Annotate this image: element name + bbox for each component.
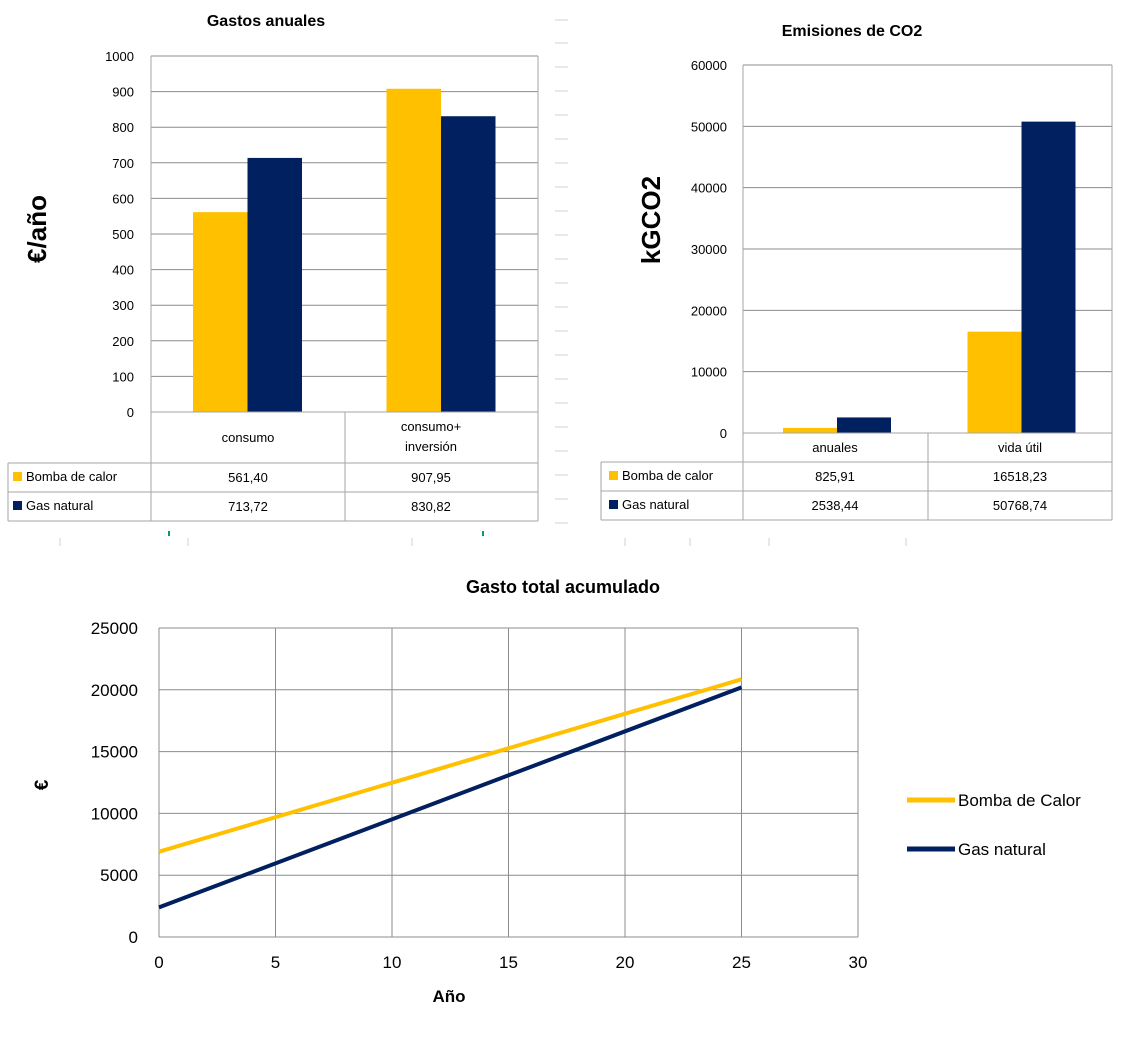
separator-dashes <box>59 19 907 546</box>
chart1-bar <box>247 157 302 412</box>
chart2-gridlines <box>742 64 1113 434</box>
chart1-legend-swatch-bomba <box>13 472 22 481</box>
chart3-gridlines <box>158 627 859 938</box>
chart3-x-axis-label: Año <box>432 987 465 1006</box>
chart3-title: Gasto total acumulado <box>466 577 660 597</box>
chart1-legend-swatch-gas <box>13 501 22 510</box>
chart1-y-tick-label: 800 <box>112 120 134 135</box>
chart3-x-tick-label: 30 <box>849 953 868 972</box>
chart3-series-lines <box>158 677 743 910</box>
chart2-y-axis-label: kGCO2 <box>636 176 666 264</box>
chart3-y-tick-label: 10000 <box>91 804 138 823</box>
chart1-bar <box>386 88 441 412</box>
chart1-bar <box>441 116 496 412</box>
chart1-value-cell: 713,72 <box>228 499 268 514</box>
chart3-y-tick-label: 5000 <box>100 866 138 885</box>
chart2-y-tick-label: 0 <box>720 426 727 441</box>
chart3-y-ticks: 25000 20000 15000 10000 5000 0 <box>91 619 138 947</box>
chart3-legend-label-bomba: Bomba de Calor <box>958 791 1081 810</box>
chart1-category-label: consumo <box>222 430 275 445</box>
chart2-value-cell: 16518,23 <box>993 469 1047 484</box>
chart1-y-tick-label: 500 <box>112 227 134 242</box>
chart3-x-tick-label: 5 <box>271 953 280 972</box>
chart2-value-cell: 2538,44 <box>812 498 859 513</box>
chart3-line-bomba <box>158 677 743 854</box>
chart3-legend-label-gas: Gas natural <box>958 840 1046 859</box>
chart2-bar <box>837 417 891 433</box>
chart1-data-table <box>7 411 539 522</box>
chart2-legend-swatch-gas <box>609 500 618 509</box>
chart3-x-ticks: 0 5 10 15 20 25 30 <box>154 953 867 972</box>
chart2-bar <box>1021 121 1076 433</box>
chart1-value-cell: 561,40 <box>228 470 268 485</box>
chart1-value-cell: 907,95 <box>411 470 451 485</box>
chart2-y-tick-label: 20000 <box>691 303 727 318</box>
chart2-legend-label-gas: Gas natural <box>622 497 689 512</box>
chart3-y-axis-label: € <box>32 779 53 790</box>
chart1-legend-label-bomba: Bomba de calor <box>26 469 118 484</box>
chart2-bar <box>783 427 837 433</box>
chart2-category-label: anuales <box>812 440 858 455</box>
chart1-y-tick-label: 0 <box>127 405 134 420</box>
chart1-y-tick-label: 200 <box>112 334 134 349</box>
chart1-y-tick-label: 700 <box>112 156 134 171</box>
chart1-y-tick-label: 300 <box>112 298 134 313</box>
chart1-y-tick-label: 1000 <box>105 49 134 64</box>
chart3-y-tick-label: 0 <box>129 928 138 947</box>
chart1-category-label: consumo+ <box>401 419 461 434</box>
chart2-y-tick-label: 60000 <box>691 58 727 73</box>
chart1-bars <box>193 88 496 412</box>
chart3-x-tick-label: 15 <box>499 953 518 972</box>
chart1-y-tick-label: 900 <box>112 85 134 100</box>
chart3-y-tick-label: 20000 <box>91 681 138 700</box>
chart2-bar <box>967 331 1022 433</box>
chart2-y-tick-label: 40000 <box>691 181 727 196</box>
chart3-x-tick-label: 20 <box>616 953 635 972</box>
chart3-y-tick-label: 15000 <box>91 743 138 762</box>
chart1-y-tick-label: 100 <box>112 369 134 384</box>
green-tick-marks <box>168 531 484 536</box>
chart1-y-axis-label: €/año <box>22 195 52 263</box>
chart2-data-table <box>600 432 1113 521</box>
chart2-bars <box>783 121 1076 433</box>
chart1-y-tick-label: 600 <box>112 191 134 206</box>
chart2-value-cell: 825,91 <box>815 469 855 484</box>
chart3-line-gas <box>158 685 743 910</box>
chart1-y-tick-label: 400 <box>112 263 134 278</box>
chart2-legend-swatch-bomba <box>609 471 618 480</box>
chart2-y-tick-label: 50000 <box>691 119 727 134</box>
chart-gasto-total-acumulado: Gasto total acumulado € Año 25000 20000 15… <box>32 577 1081 1006</box>
chart1-title: Gastos anuales <box>207 13 325 30</box>
chart3-x-tick-label: 25 <box>732 953 751 972</box>
chart1-bar <box>193 212 248 412</box>
chart3-x-tick-label: 0 <box>154 953 163 972</box>
chart2-y-tick-label: 30000 <box>691 242 727 257</box>
chart1-category-label: inversión <box>405 439 457 454</box>
chart2-legend-label-bomba: Bomba de calor <box>622 468 714 483</box>
chart2-category-label: vida útil <box>998 440 1042 455</box>
chart2-y-ticks: 60000 50000 40000 30000 20000 10000 0 <box>691 58 727 441</box>
chart3-x-tick-label: 10 <box>383 953 402 972</box>
chart2-title: Emisiones de CO2 <box>782 23 923 40</box>
chart2-value-cell: 50768,74 <box>993 498 1047 513</box>
chart-emisiones-co2: Emisiones de CO2 kGCO2 60000 50000 40000 30… <box>600 23 1113 521</box>
chart1-legend-label-gas: Gas natural <box>26 498 93 513</box>
chart-gastos-anuales: Gastos anuales €/año 1000900800700600500… <box>7 13 539 522</box>
chart1-value-cell: 830,82 <box>411 499 451 514</box>
chart3-y-tick-label: 25000 <box>91 619 138 638</box>
chart2-y-tick-label: 10000 <box>691 365 727 380</box>
